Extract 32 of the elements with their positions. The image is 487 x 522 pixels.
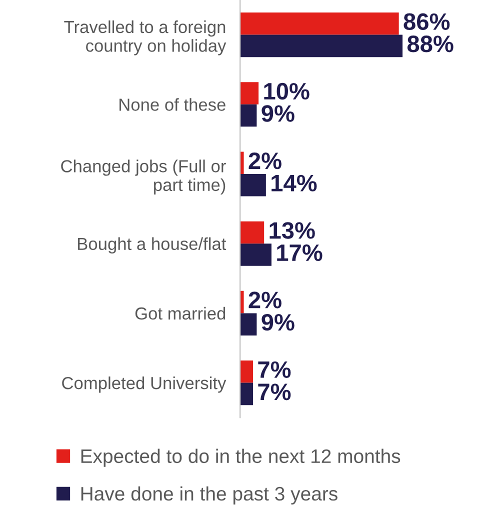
y-tick-label: Completed University bbox=[62, 376, 226, 393]
bar bbox=[240, 221, 264, 244]
data-label: 17% bbox=[277, 244, 322, 262]
data-label: 9% bbox=[262, 105, 294, 122]
data-label: 88% bbox=[407, 36, 454, 52]
y-tick-label: Travelled to a foreign country on holiday bbox=[64, 20, 226, 56]
data-label: 86% bbox=[404, 13, 450, 30]
data-label: 9% bbox=[262, 314, 294, 331]
legend-label: Have done in the past 3 years bbox=[81, 486, 338, 504]
legend-label: Expected to do in the next 12 months bbox=[81, 448, 400, 467]
bar bbox=[240, 360, 254, 383]
data-label: 14% bbox=[272, 174, 317, 192]
y-tick-label: Bought a house/flat bbox=[78, 237, 226, 254]
bar bbox=[240, 82, 259, 104]
y-tick-label: None of these bbox=[120, 98, 226, 111]
data-label: 2% bbox=[248, 152, 282, 170]
data-label: 10% bbox=[264, 82, 310, 100]
bar bbox=[240, 382, 254, 406]
bar bbox=[240, 244, 272, 266]
y-tick-label: Changed jobs (Full or part time) bbox=[61, 160, 226, 194]
data-label: 7% bbox=[258, 361, 291, 378]
data-label: 13% bbox=[270, 222, 315, 239]
bar bbox=[240, 174, 266, 196]
bar bbox=[240, 152, 244, 174]
data-label: 2% bbox=[248, 292, 282, 308]
bar bbox=[240, 290, 244, 314]
bar bbox=[240, 104, 257, 127]
y-tick-label: Got married bbox=[135, 306, 226, 320]
data-label: 7% bbox=[258, 384, 291, 400]
bar bbox=[240, 313, 257, 336]
bar bbox=[240, 34, 403, 58]
bar bbox=[240, 12, 399, 35]
